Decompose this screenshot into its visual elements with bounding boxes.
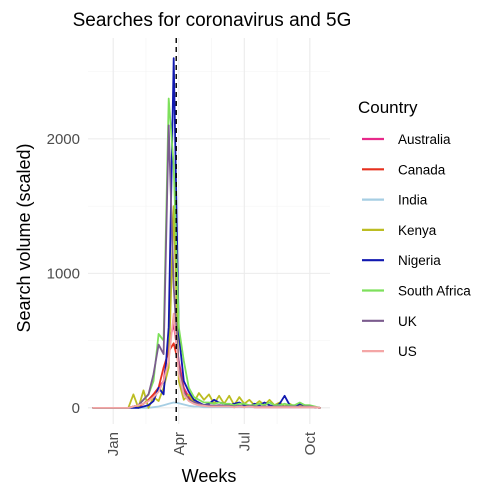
y-tick-label: 1000	[47, 265, 80, 282]
legend-label: South Africa	[398, 284, 471, 299]
legend-label: UK	[398, 314, 417, 329]
legend-title: Country	[358, 98, 418, 117]
legend-label: Australia	[398, 132, 451, 147]
legend-label: Nigeria	[398, 253, 441, 268]
chart-title: Searches for coronavirus and 5G	[73, 10, 352, 31]
legend-label: India	[398, 193, 428, 208]
y-tick-label: 0	[72, 400, 80, 417]
x-axis-title: Weeks	[182, 466, 237, 486]
legend-label: Canada	[398, 162, 446, 177]
series-line-australia	[92, 323, 321, 409]
y-tick-label: 2000	[47, 131, 80, 148]
x-tick-label: Apr	[171, 432, 188, 455]
y-axis-title: Search volume (scaled)	[14, 143, 34, 332]
legend: Country Australia Canada India Kenya Nigeria…	[358, 98, 471, 359]
x-tick-label: Jan	[105, 432, 122, 456]
x-tick-label: Oct	[302, 431, 319, 455]
series-line-south-africa	[92, 97, 321, 409]
legend-label: US	[398, 344, 417, 359]
legend-label: Kenya	[398, 223, 437, 238]
series-line-nigeria	[92, 57, 321, 409]
series-line-uk	[92, 124, 321, 409]
plot-area: 0 1000 2000 Jan Apr Jul Oct	[47, 38, 330, 456]
series-line-us	[92, 312, 321, 409]
x-tick-label: Jul	[236, 432, 253, 451]
series-line-kenya	[92, 205, 321, 409]
